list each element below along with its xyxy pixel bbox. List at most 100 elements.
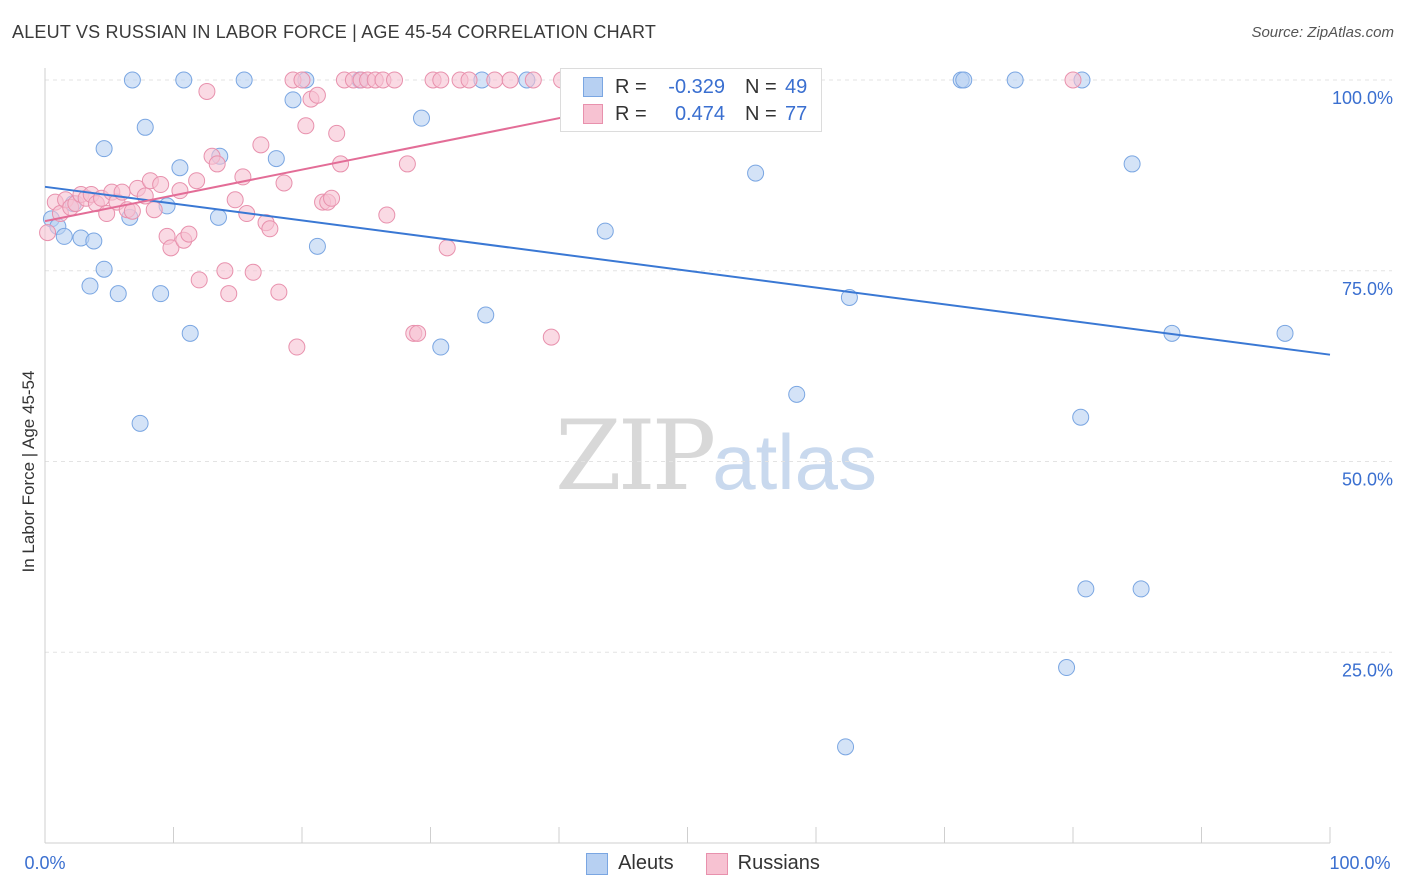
aleuts-point bbox=[55, 227, 73, 245]
aleuts-point bbox=[955, 71, 973, 89]
legend-russians-label: Russians bbox=[737, 852, 820, 874]
russians-r-value: 0.474 bbox=[674, 102, 725, 125]
russians-point bbox=[542, 328, 560, 346]
aleuts-point bbox=[136, 118, 154, 136]
aleuts-point bbox=[747, 164, 765, 182]
russians-point bbox=[486, 71, 504, 89]
aleuts-point bbox=[432, 338, 450, 356]
legend-item-russians[interactable]: Russians bbox=[705, 852, 820, 875]
aleuts-point bbox=[109, 285, 127, 303]
correlation-stats-box: R = -0.329 N = 49 R = 0.474 N = 77 bbox=[560, 68, 822, 132]
russians-point bbox=[378, 206, 396, 224]
aleuts-r-value: -0.329 bbox=[668, 75, 725, 98]
stat-row-aleuts: R = -0.329 N = 49 bbox=[583, 74, 807, 100]
russians-point bbox=[145, 201, 163, 219]
aleuts-point bbox=[837, 738, 855, 756]
aleuts-point bbox=[1058, 659, 1076, 677]
legend-aleuts-swatch bbox=[586, 852, 609, 875]
aleuts-point bbox=[152, 285, 170, 303]
russians-point bbox=[39, 224, 57, 242]
chart-title: ALEUT VS RUSSIAN IN LABOR FORCE | AGE 45… bbox=[12, 22, 657, 42]
russians-point bbox=[501, 71, 519, 89]
source-label: Source: ZipAtlas.com bbox=[1251, 24, 1394, 41]
russians-point bbox=[438, 239, 456, 257]
russians-point bbox=[323, 189, 341, 207]
aleuts-point bbox=[1132, 580, 1150, 598]
russians-point bbox=[386, 71, 404, 89]
legend-aleuts-label: Aleuts bbox=[618, 852, 674, 874]
aleuts-point bbox=[1276, 324, 1294, 342]
aleuts-point bbox=[1123, 155, 1141, 173]
russians-point bbox=[398, 155, 416, 173]
aleuts-point bbox=[235, 71, 253, 89]
x-tick-label: 100.0% bbox=[1329, 853, 1390, 873]
russians-point bbox=[524, 71, 542, 89]
aleuts-point bbox=[413, 109, 431, 127]
aleuts-point bbox=[1077, 580, 1095, 598]
russians-point bbox=[308, 86, 326, 104]
y-axis-title: In Labor Force | Age 45-54 bbox=[19, 371, 38, 573]
russians-n-label: N = bbox=[745, 102, 777, 125]
chart-legend: Aleuts Russians bbox=[0, 852, 1406, 875]
russians-point bbox=[288, 338, 306, 356]
russians-point bbox=[180, 225, 198, 243]
aleuts-point bbox=[1006, 71, 1024, 89]
aleuts-n-label: N = bbox=[745, 75, 777, 98]
aleuts-point bbox=[267, 150, 285, 168]
watermark-zip: ZIP bbox=[555, 400, 716, 512]
russians-point bbox=[261, 220, 279, 238]
russians-point bbox=[460, 71, 478, 89]
aleuts-point bbox=[477, 306, 495, 324]
russians-point bbox=[216, 262, 234, 280]
russians-point bbox=[220, 285, 238, 303]
x-tick-label: 0.0% bbox=[24, 853, 65, 873]
aleuts-swatch bbox=[583, 77, 603, 97]
russians-point bbox=[208, 155, 226, 173]
aleuts-point bbox=[209, 208, 227, 226]
aleuts-r-label: R = bbox=[615, 75, 647, 98]
russians-swatch bbox=[583, 104, 603, 124]
aleuts-point bbox=[1072, 408, 1090, 426]
russians-point bbox=[162, 239, 180, 257]
russians-point bbox=[1064, 71, 1082, 89]
russians-point bbox=[252, 136, 270, 154]
russians-point bbox=[244, 263, 262, 281]
aleuts-trend-line bbox=[44, 185, 1331, 356]
aleuts-point bbox=[95, 140, 113, 158]
russians-point bbox=[409, 324, 427, 342]
y-tick-label: 75.0% bbox=[1342, 279, 1393, 299]
y-tick-label: 100.0% bbox=[1332, 88, 1393, 108]
aleuts-point bbox=[308, 237, 326, 255]
russians-point bbox=[198, 82, 216, 100]
russians-n-value: 77 bbox=[785, 102, 808, 125]
y-tick-label: 50.0% bbox=[1342, 470, 1393, 490]
russians-point bbox=[328, 124, 346, 142]
y-tick-label: 25.0% bbox=[1342, 660, 1393, 680]
aleuts-point bbox=[181, 324, 199, 342]
aleuts-point bbox=[284, 91, 302, 109]
russians-r-label: R = bbox=[615, 102, 647, 125]
aleuts-point bbox=[123, 71, 141, 89]
russians-point bbox=[432, 71, 450, 89]
aleuts-point bbox=[840, 288, 858, 306]
russians-point bbox=[293, 71, 311, 89]
aleuts-point bbox=[788, 385, 806, 403]
watermark-atlas: atlas bbox=[712, 418, 877, 506]
aleuts-point bbox=[81, 277, 99, 295]
russians-point bbox=[188, 172, 206, 190]
aleuts-point bbox=[171, 159, 189, 177]
watermark: ZIPatlas bbox=[555, 400, 877, 512]
russians-point bbox=[226, 191, 244, 209]
russians-point bbox=[270, 283, 288, 301]
russians-point bbox=[190, 271, 208, 289]
aleuts-point bbox=[131, 414, 149, 432]
legend-russians-swatch bbox=[705, 852, 728, 875]
aleuts-point bbox=[85, 232, 103, 250]
aleuts-point bbox=[596, 222, 614, 240]
legend-item-aleuts[interactable]: Aleuts bbox=[586, 852, 674, 875]
russians-point bbox=[297, 117, 315, 135]
russians-point bbox=[275, 174, 293, 192]
aleuts-n-value: 49 bbox=[785, 75, 808, 98]
aleuts-point bbox=[95, 260, 113, 278]
